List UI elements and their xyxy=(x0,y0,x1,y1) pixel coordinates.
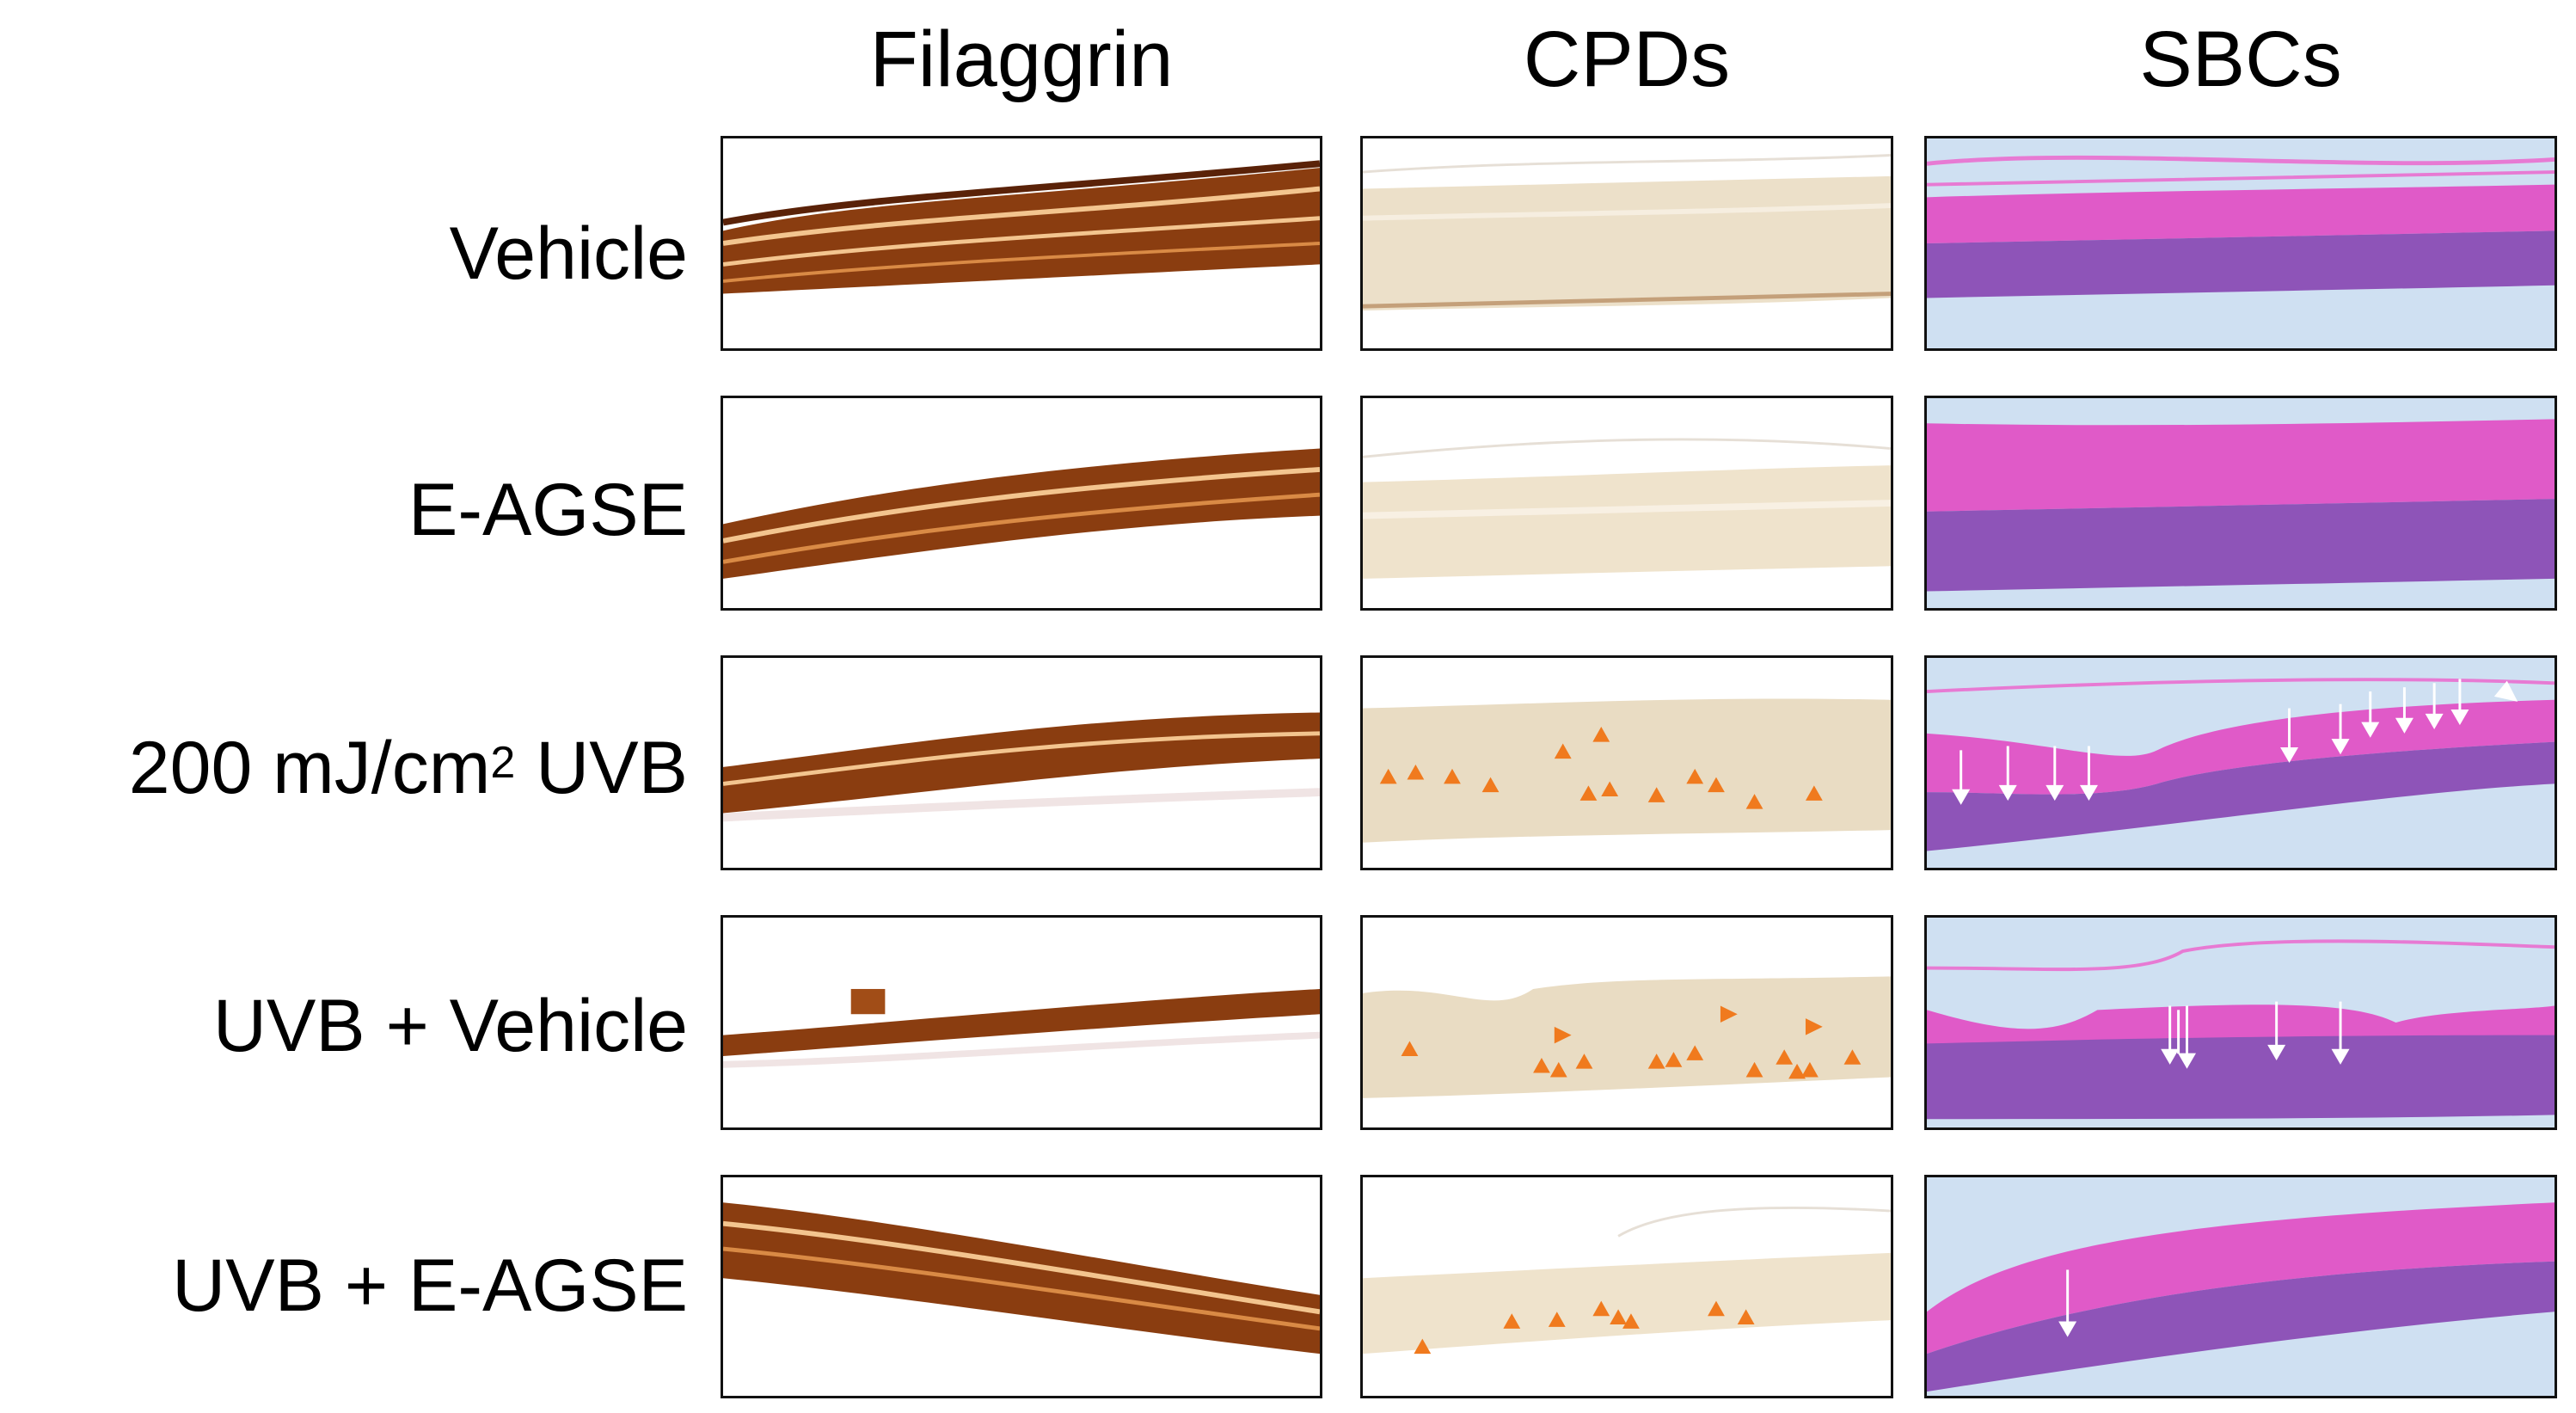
cpd-arrowheads-uvb200 xyxy=(1379,727,1823,809)
filaggrin-vehicle-image xyxy=(721,136,1322,351)
sbcs-uvb200-image xyxy=(1924,655,2557,870)
column-header-filaggrin: Filaggrin xyxy=(869,15,1174,103)
column-header-cpds: CPDs xyxy=(1523,15,1731,103)
cpd-arrowheads-uvb-vehicle xyxy=(1401,1005,1861,1079)
sbc-arrows-uvb-vehicle xyxy=(2161,1001,2350,1069)
filaggrin-eagse-image xyxy=(721,396,1322,611)
row-label-uvb200-superscript: 2 xyxy=(490,738,516,788)
cpds-eagse-image xyxy=(1360,396,1893,611)
row-label-eagse: E-AGSE xyxy=(408,469,688,551)
row-label-uvb200-suffix: UVB xyxy=(515,727,688,809)
row-label-uvb-eagse: UVB + E-AGSE xyxy=(172,1244,688,1327)
sbcs-eagse-image xyxy=(1924,396,2557,611)
filaggrin-uvb-eagse-image xyxy=(721,1175,1322,1398)
sbc-arrows-uvb-eagse xyxy=(2058,1269,2077,1337)
sbcs-vehicle-image xyxy=(1924,136,2557,351)
cpds-uvb200-image xyxy=(1360,655,1893,870)
cpds-uvb-eagse-image xyxy=(1360,1175,1893,1398)
sbcs-uvb-eagse-image xyxy=(1924,1175,2557,1398)
row-label-vehicle: Vehicle xyxy=(449,212,688,295)
filaggrin-uvb-vehicle-image xyxy=(721,915,1322,1130)
row-label-uvb200: 200 mJ/cm2 UVB xyxy=(0,721,688,815)
row-label-uvb-vehicle: UVB + Vehicle xyxy=(212,985,688,1067)
sbc-arrows-uvb200 xyxy=(1952,679,2518,805)
cpds-vehicle-image xyxy=(1360,136,1893,351)
column-header-sbcs: SBCs xyxy=(2139,15,2342,103)
sbcs-uvb-vehicle-image xyxy=(1924,915,2557,1130)
filaggrin-uvb200-image xyxy=(721,655,1322,870)
cpd-arrowheads-uvb-eagse xyxy=(1414,1300,1755,1355)
row-label-uvb200-prefix: 200 mJ/cm xyxy=(128,727,491,809)
cpds-uvb-vehicle-image xyxy=(1360,915,1893,1130)
